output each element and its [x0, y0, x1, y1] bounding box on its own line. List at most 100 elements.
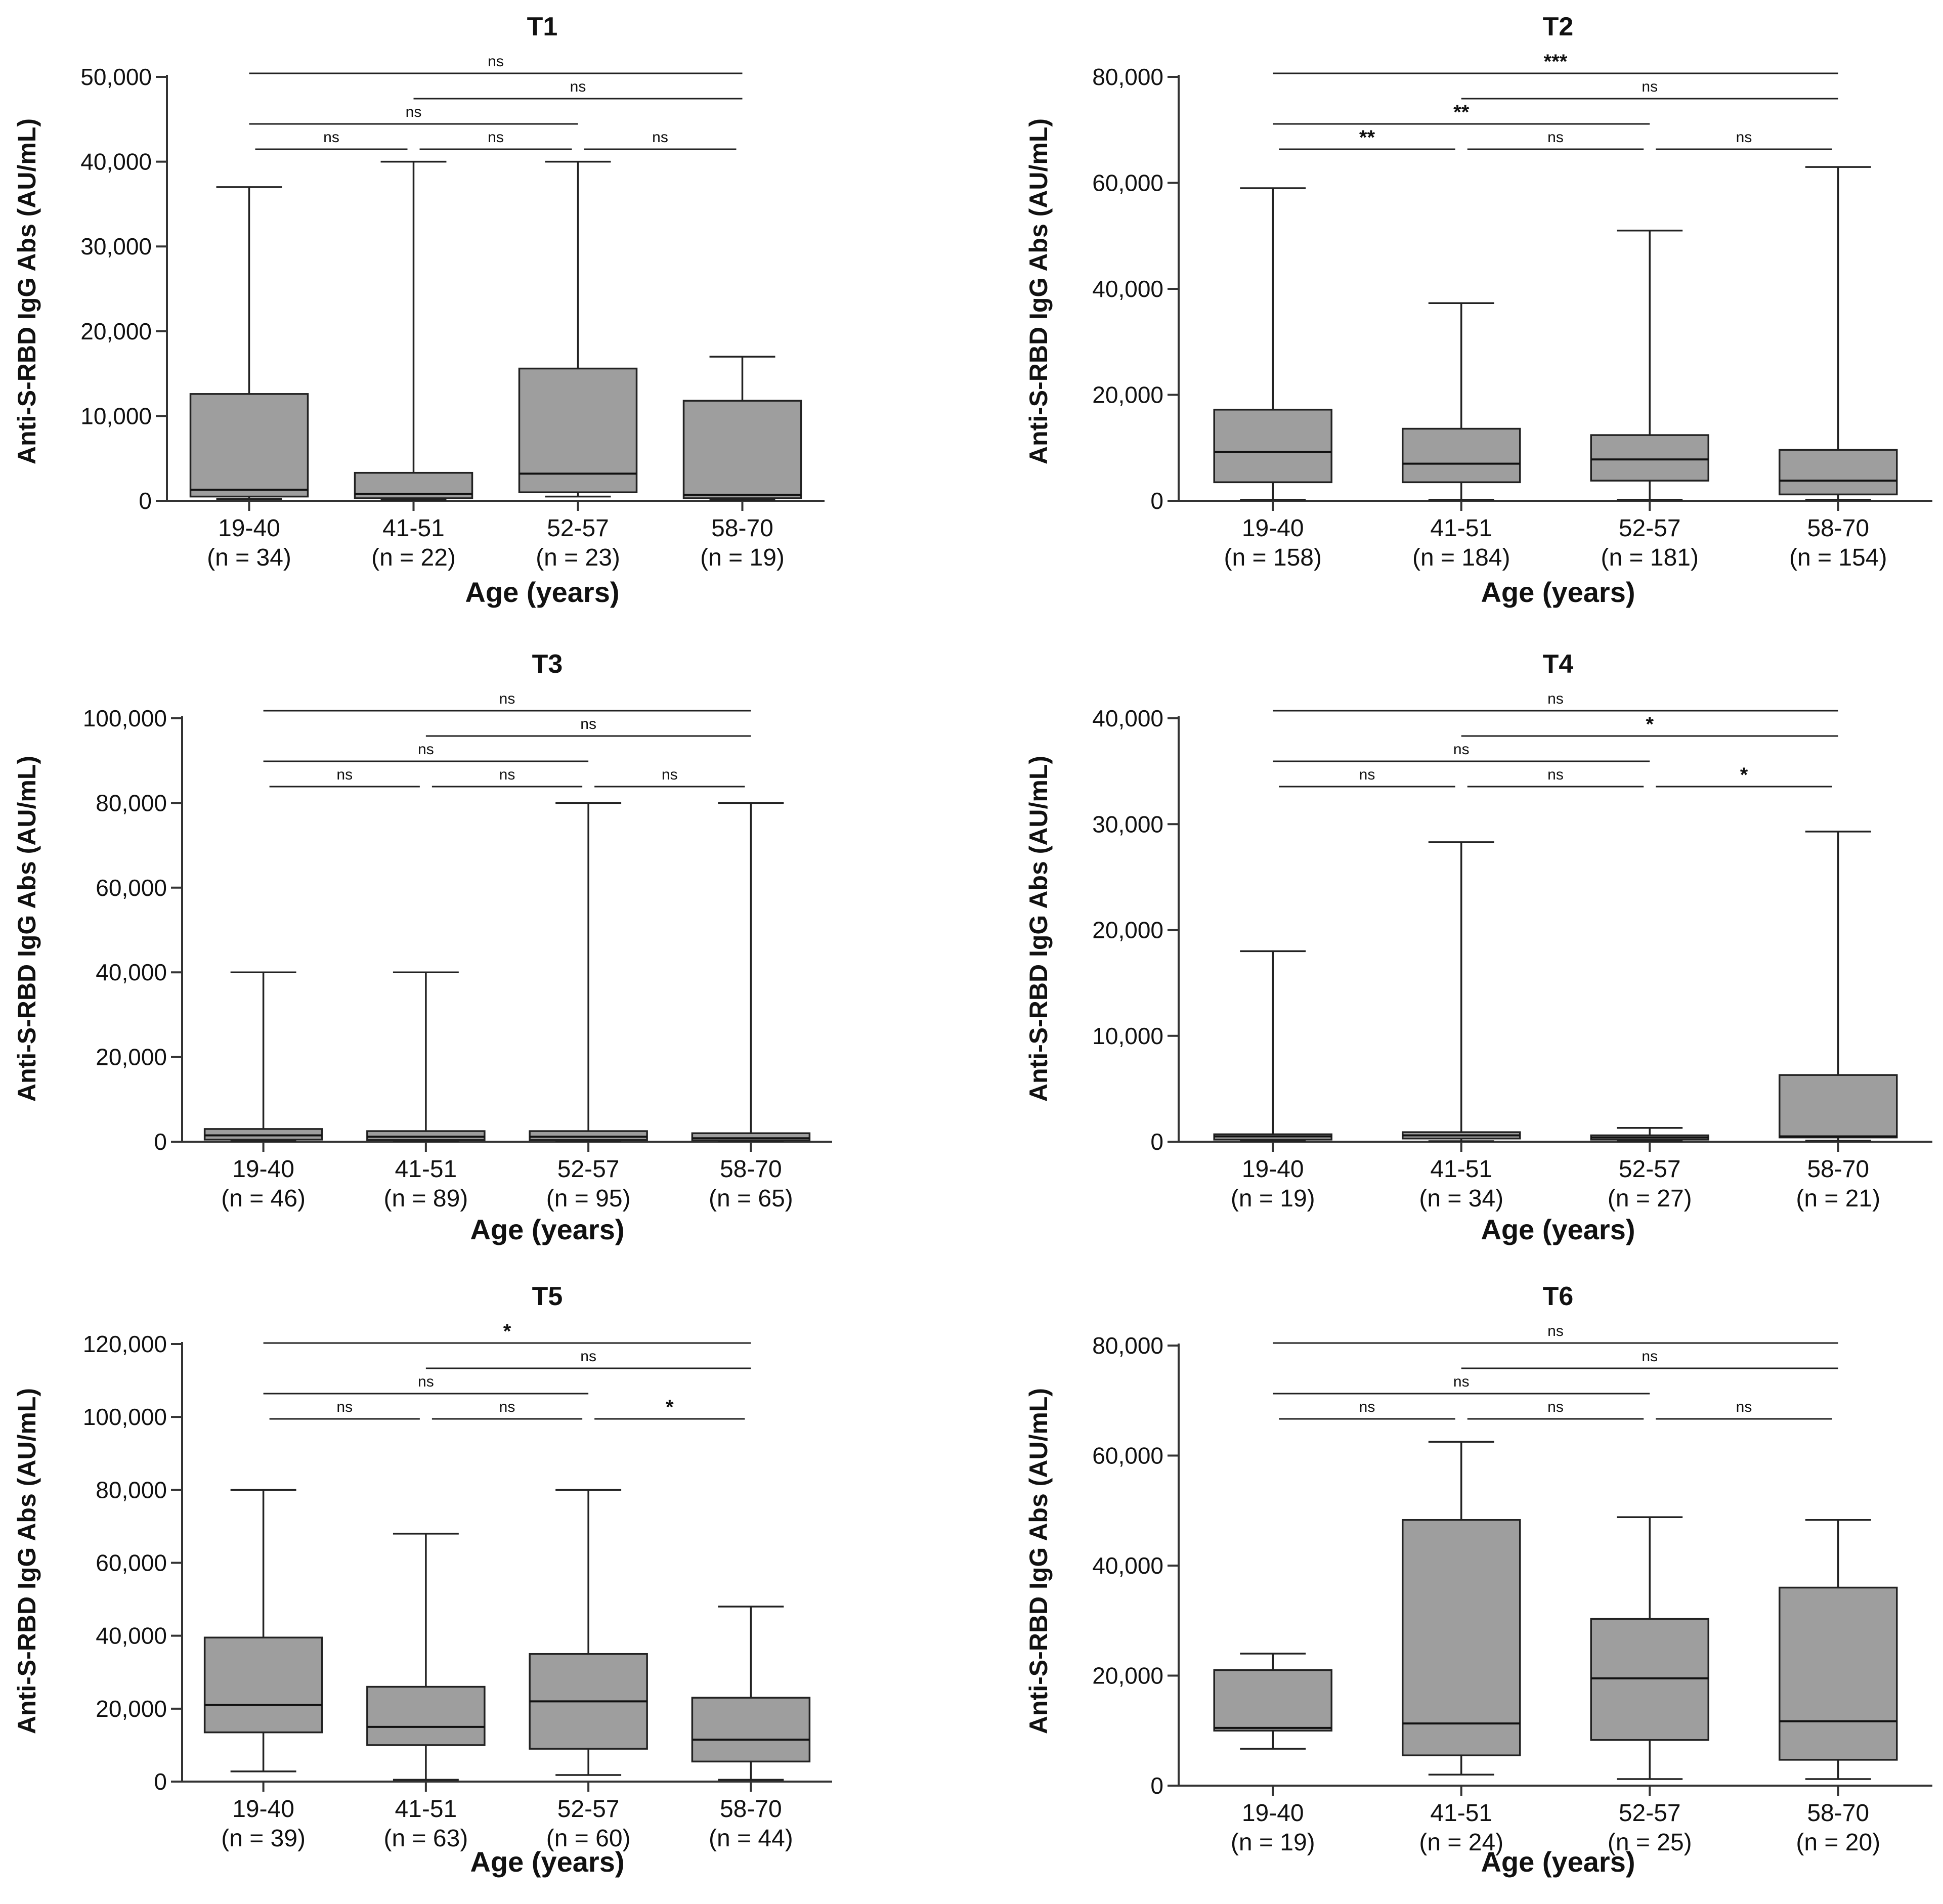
comparison-brackets: ns * ns ns ns * — [1273, 690, 1838, 788]
y-tick-label: 40,000 — [1092, 276, 1163, 302]
significance-label: ns — [570, 78, 586, 95]
y-tick-label: 100,000 — [83, 705, 167, 731]
x-axis-label: Age (years) — [1481, 576, 1635, 608]
x-axis-categories: 19-40(n = 158) 41-51(n = 184) 52-57(n = 18… — [1224, 501, 1887, 571]
x-axis-categories: 19-40(n = 34) 41-51(n = 22) 52-57(n = 23) 5… — [207, 501, 785, 571]
x-category-label: 58-70 — [720, 1796, 782, 1823]
significance-label: ns — [336, 766, 353, 783]
significance-label: ns — [1547, 1399, 1564, 1415]
y-tick-label: 60,000 — [1092, 170, 1163, 196]
x-sample-size-label: (n = 25) — [1608, 1829, 1692, 1856]
x-category-label: 19-40 — [1242, 1800, 1304, 1827]
y-axis-ticks: 0 10,000 20,000 30,000 40,000 50,000 — [80, 64, 825, 514]
iqr-box — [682, 400, 802, 499]
y-axis-label: Anti-S-RBD IgG Abs (AU/mL) — [13, 1388, 41, 1734]
significance-label: ** — [1453, 101, 1470, 123]
y-tick-label: 20,000 — [96, 1696, 167, 1722]
y-tick-label: 20,000 — [1092, 917, 1163, 943]
significance-label: ns — [499, 766, 515, 783]
x-category-label: 19-40 — [1242, 1156, 1304, 1183]
x-axis-categories: 19-40(n = 19) 41-51(n = 34) 52-57(n = 27) 5… — [1231, 1142, 1880, 1212]
y-tick-label: 80,000 — [96, 790, 167, 816]
x-category-label: 41-51 — [382, 515, 445, 542]
y-tick-label: 0 — [139, 488, 152, 514]
x-sample-size-label: (n = 60) — [546, 1825, 631, 1852]
comparison-brackets: *** ns ** ** ns ns — [1273, 51, 1838, 150]
significance-label: * — [666, 1396, 674, 1418]
x-sample-size-label: (n = 44) — [709, 1825, 793, 1852]
panel-t6: T6 ns ns ns ns ns ns 0 20,000 40,000 60,000 80,00… — [971, 1270, 1942, 1904]
x-axis-label: Age (years) — [470, 1214, 624, 1245]
x-sample-size-label: (n = 184) — [1412, 544, 1510, 571]
y-tick-label: 40,000 — [1092, 705, 1163, 731]
y-axis-label: Anti-S-RBD IgG Abs (AU/mL) — [13, 756, 41, 1102]
y-tick-label: 40,000 — [80, 149, 152, 175]
y-tick-label: 100,000 — [83, 1404, 167, 1430]
comparison-brackets: ns ns ns ns ns ns — [263, 690, 751, 788]
y-tick-label: 80,000 — [1092, 64, 1163, 90]
y-tick-label: 80,000 — [1092, 1332, 1163, 1359]
x-sample-size-label: (n = 27) — [1608, 1185, 1692, 1212]
significance-label: ns — [488, 53, 504, 70]
significance-label: ns — [1359, 1399, 1375, 1415]
comparison-brackets: ns ns ns ns ns ns — [249, 53, 743, 150]
x-category-label: 41-51 — [1430, 1800, 1492, 1827]
y-axis-ticks: 0 10,000 20,000 30,000 40,000 — [1092, 705, 1932, 1155]
chart-title: T4 — [1543, 650, 1574, 679]
x-category-label: 19-40 — [232, 1156, 294, 1183]
y-tick-label: 40,000 — [96, 959, 167, 985]
chart-t3: T3 ns ns ns ns ns ns 0 20,000 40,000 60,000 80,00… — [13, 650, 832, 1245]
significance-label: ns — [1642, 1348, 1658, 1365]
x-axis-label: Age (years) — [1481, 1846, 1635, 1878]
box-plots — [203, 802, 811, 1142]
x-sample-size-label: (n = 20) — [1796, 1829, 1880, 1856]
significance-label: ns — [662, 766, 678, 783]
x-sample-size-label: (n = 65) — [709, 1185, 793, 1212]
iqr-box — [1590, 434, 1709, 482]
significance-label: * — [503, 1320, 511, 1343]
x-axis-label: Age (years) — [465, 576, 619, 608]
significance-label: ns — [499, 690, 515, 707]
x-sample-size-label: (n = 89) — [383, 1185, 468, 1212]
x-sample-size-label: (n = 63) — [383, 1825, 468, 1852]
significance-label: ns — [336, 1399, 353, 1415]
x-sample-size-label: (n = 24) — [1419, 1829, 1503, 1856]
panel-t2: T2 *** ns ** ** ns ns 0 20,000 40,000 60,000 80,0… — [971, 0, 1942, 634]
x-sample-size-label: (n = 19) — [700, 544, 785, 571]
x-category-label: 58-70 — [1807, 1156, 1869, 1183]
y-tick-label: 0 — [154, 1768, 167, 1795]
significance-label: ns — [580, 1348, 596, 1365]
comparison-brackets: ns ns ns ns ns ns — [1273, 1323, 1838, 1420]
panel-t5: T5 * ns ns ns ns * 0 20,000 40,000 60,000 80,000 1… — [0, 1270, 971, 1904]
iqr-box — [691, 1132, 811, 1142]
x-sample-size-label: (n = 21) — [1796, 1185, 1880, 1212]
x-category-label: 52-57 — [1619, 1156, 1681, 1183]
iqr-box — [1590, 1618, 1709, 1741]
x-category-label: 19-40 — [218, 515, 280, 542]
y-tick-label: 20,000 — [1092, 382, 1163, 408]
iqr-box — [366, 1685, 486, 1746]
y-axis-label: Anti-S-RBD IgG Abs (AU/mL) — [1024, 756, 1053, 1102]
significance-label: * — [1740, 764, 1748, 786]
iqr-box — [691, 1697, 811, 1763]
x-category-label: 58-70 — [1807, 1800, 1869, 1827]
x-sample-size-label: (n = 39) — [221, 1825, 306, 1852]
box-plots — [1213, 831, 1898, 1142]
y-tick-label: 40,000 — [96, 1623, 167, 1649]
chart-t2: T2 *** ns ** ** ns ns 0 20,000 40,000 60,000 80,0… — [1024, 12, 1932, 608]
x-category-label: 19-40 — [1242, 515, 1304, 542]
x-category-label: 41-51 — [395, 1796, 457, 1823]
x-axis-label: Age (years) — [1481, 1214, 1635, 1245]
significance-label: ns — [1547, 129, 1564, 146]
iqr-box — [189, 393, 309, 498]
significance-label: ns — [418, 1373, 434, 1390]
x-sample-size-label: (n = 154) — [1789, 544, 1887, 571]
y-axis-ticks: 0 20,000 40,000 60,000 80,000 100,000 120,000 — [83, 1331, 832, 1795]
y-tick-label: 60,000 — [96, 875, 167, 901]
iqr-box — [203, 1636, 323, 1734]
y-axis-ticks: 0 20,000 40,000 60,000 80,000 — [1092, 64, 1932, 514]
x-sample-size-label: (n = 34) — [1419, 1185, 1503, 1212]
x-category-label: 52-57 — [1619, 515, 1681, 542]
chart-t5: T5 * ns ns ns ns * 0 20,000 40,000 60,000 80,000 1… — [13, 1282, 832, 1878]
